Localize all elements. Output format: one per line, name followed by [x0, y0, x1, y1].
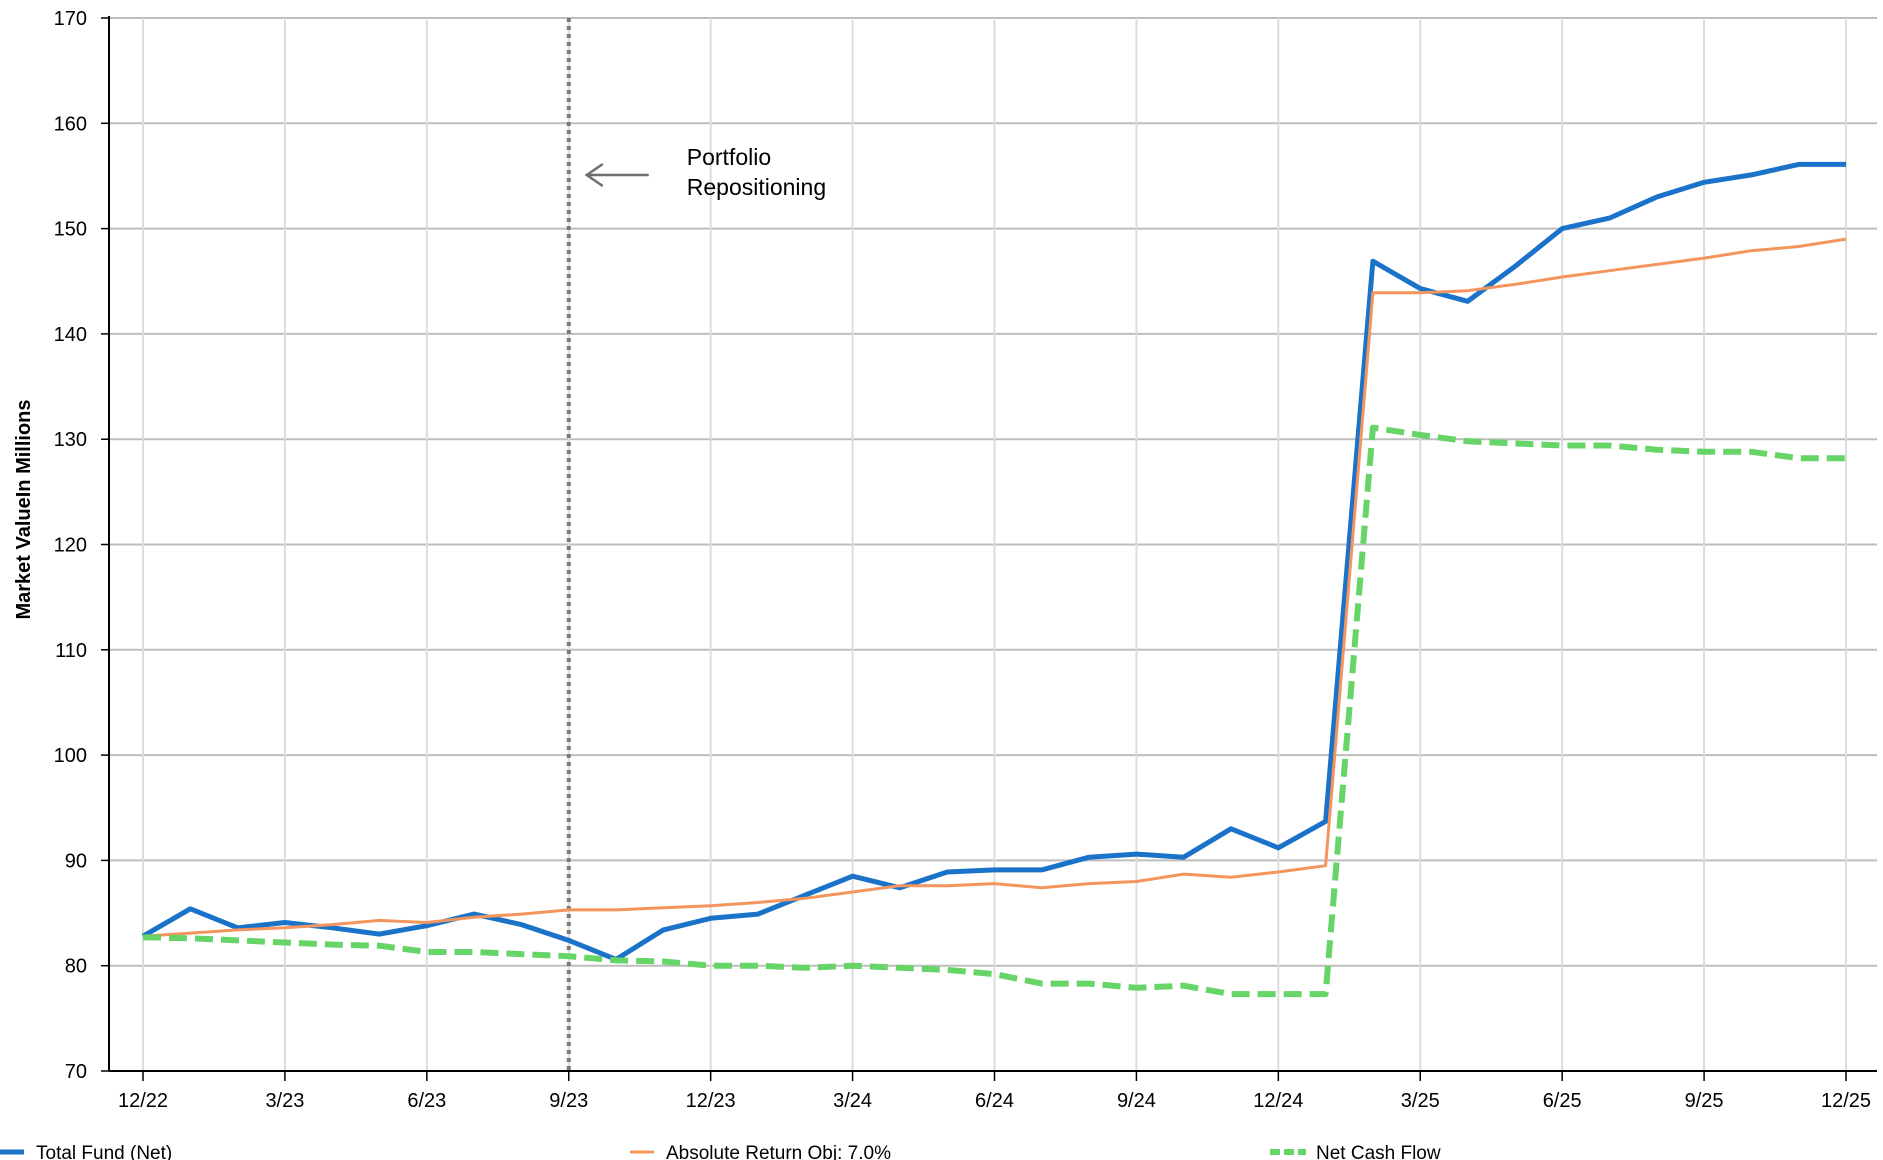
y-tick-label: 100 — [54, 745, 87, 767]
x-tick-label: 3/24 — [833, 1090, 872, 1112]
series-line — [142, 237, 1847, 938]
annotation-text: Repositioning — [687, 174, 826, 200]
y-tick-label: 150 — [54, 219, 87, 241]
x-tick-label: 12/25 — [1821, 1090, 1871, 1112]
x-tick-label: 6/25 — [1543, 1090, 1582, 1112]
y-tick-label: 130 — [54, 429, 87, 451]
y-tick-label: 70 — [65, 1061, 87, 1083]
y-tick-label: 120 — [54, 535, 87, 557]
series-line — [141, 161, 1846, 962]
x-tick-label: 3/23 — [265, 1090, 304, 1112]
x-tick-label: 9/25 — [1685, 1090, 1724, 1112]
y-tick-label: 80 — [65, 956, 87, 978]
x-tick-label: 3/25 — [1401, 1090, 1440, 1112]
x-tick-label: 6/24 — [975, 1090, 1014, 1112]
tick-labels: 70 80 90 100 110 120 130 140 150 160 170 12/22 3/23 6… — [13, 8, 1871, 1112]
y-tick-label: 140 — [54, 324, 87, 346]
annotation-arrowhead — [584, 162, 604, 188]
x-tick-label: 9/23 — [549, 1090, 588, 1112]
x-tick-label: 12/22 — [118, 1090, 168, 1112]
y-tick-label: 170 — [54, 8, 87, 30]
annotation-text: Portfolio — [687, 144, 771, 170]
x-tick-label: 12/24 — [1253, 1090, 1303, 1112]
legend-label: Total Fund (Net) — [36, 1143, 172, 1160]
legend-label: Net Cash Flow — [1316, 1143, 1441, 1160]
y-tick-label: 160 — [54, 113, 87, 135]
legend-label: Absolute Return Obj: 7.0% — [666, 1143, 891, 1160]
series-lines — [141, 161, 1847, 998]
x-tick-label: 6/23 — [407, 1090, 446, 1112]
x-tick-label: 12/23 — [686, 1090, 736, 1112]
gridlines — [109, 17, 1877, 1071]
legend: Total Fund (Net) Absolute Return Obj: 7.0… — [0, 1143, 1441, 1160]
y-tick-label: 90 — [65, 850, 87, 872]
annotation-group: Portfolio Repositioning — [566, 18, 826, 1071]
axes — [101, 16, 1877, 1081]
x-tick-label: 9/24 — [1117, 1090, 1156, 1112]
y-tick-label: 110 — [55, 640, 87, 662]
y-axis-label: Market ValueIn Millions — [13, 399, 35, 619]
